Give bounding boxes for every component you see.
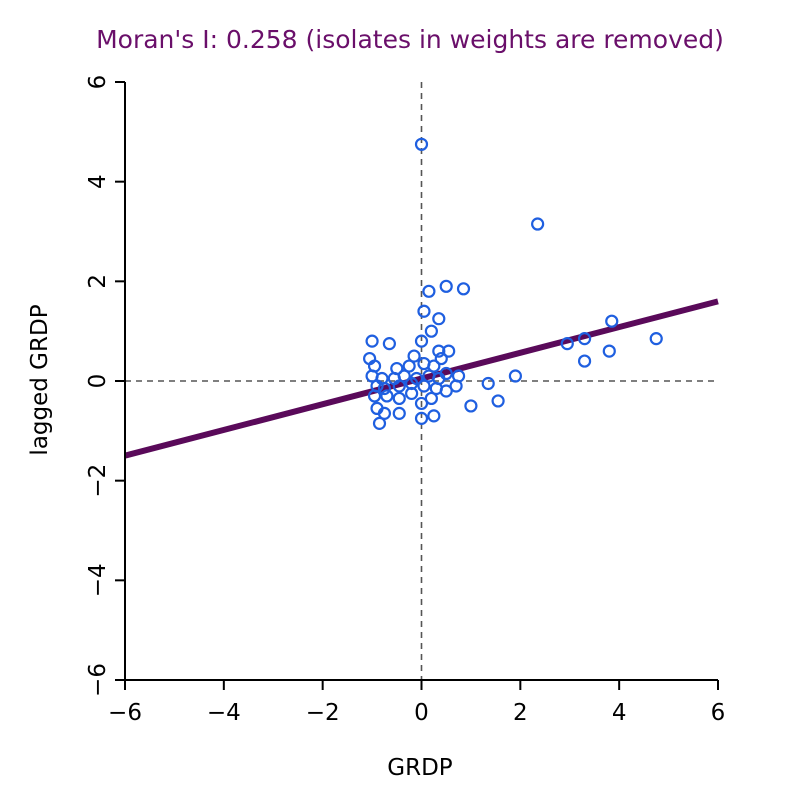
data-point: [424, 324, 438, 338]
data-point: [439, 366, 453, 381]
x-tick-label: 4: [612, 700, 627, 726]
data-point: [392, 406, 406, 420]
x-axis-label: GRDP: [387, 755, 453, 781]
y-tick-label: −2: [85, 464, 111, 498]
y-tick-label: 6: [85, 75, 111, 90]
x-tick-label: −2: [306, 700, 340, 726]
data-point: [407, 349, 421, 363]
data-point: [414, 137, 429, 151]
y-axis-label: lagged GRDP: [27, 304, 53, 455]
data-point: [449, 379, 463, 393]
y-tick-label: 2: [85, 274, 111, 289]
data-point: [414, 396, 429, 411]
data-point: [392, 391, 406, 406]
data-point: [432, 312, 446, 326]
data-point: [414, 334, 429, 348]
data-point: [464, 399, 478, 413]
data-point: [402, 359, 416, 373]
data-point: [380, 389, 394, 403]
data-point: [405, 386, 419, 401]
data-point: [560, 337, 574, 351]
data-point: [577, 332, 592, 346]
chart-title: Moran's I: 0.258 (isolates in weights ar…: [96, 25, 724, 54]
data-point: [439, 279, 453, 293]
x-tick-label: 6: [711, 700, 726, 726]
axes: −6 −4 −2 0 2 4 6 −6 −4 −2 0 2 4 6: [85, 75, 725, 726]
data-point: [442, 344, 456, 358]
data-point: [365, 369, 379, 383]
data-point: [456, 282, 471, 296]
data-point: [417, 304, 431, 318]
data-point: [414, 411, 429, 425]
data-point: [531, 217, 545, 231]
data-point: [424, 391, 438, 406]
data-point: [602, 344, 616, 358]
data-point: [377, 381, 392, 396]
y-tick-label: 0: [85, 374, 111, 389]
data-point: [367, 389, 382, 403]
x-tick-label: −6: [108, 700, 142, 726]
data-point: [427, 409, 441, 423]
data-point: [434, 351, 448, 366]
x-tick-label: −4: [207, 700, 241, 726]
data-point: [392, 379, 406, 393]
data-point: [427, 359, 441, 373]
y-tick-label: −4: [85, 563, 111, 597]
data-point: [439, 384, 453, 398]
data-point: [508, 369, 522, 383]
y-tick-label: 4: [85, 174, 111, 189]
data-point: [432, 344, 446, 358]
data-point: [577, 354, 592, 368]
data-point: [605, 314, 619, 328]
data-point: [377, 406, 392, 420]
data-point: [417, 379, 431, 393]
data-point: [481, 376, 495, 391]
data-point: [649, 332, 663, 346]
data-point: [365, 334, 379, 348]
data-point: [491, 394, 505, 408]
data-point: [422, 284, 436, 298]
x-tick-label: 0: [414, 700, 429, 726]
data-point: [382, 337, 396, 351]
x-tick-label: 2: [513, 700, 528, 726]
y-tick-label: −6: [85, 663, 111, 697]
data-points: [363, 137, 663, 430]
data-point: [372, 416, 387, 430]
